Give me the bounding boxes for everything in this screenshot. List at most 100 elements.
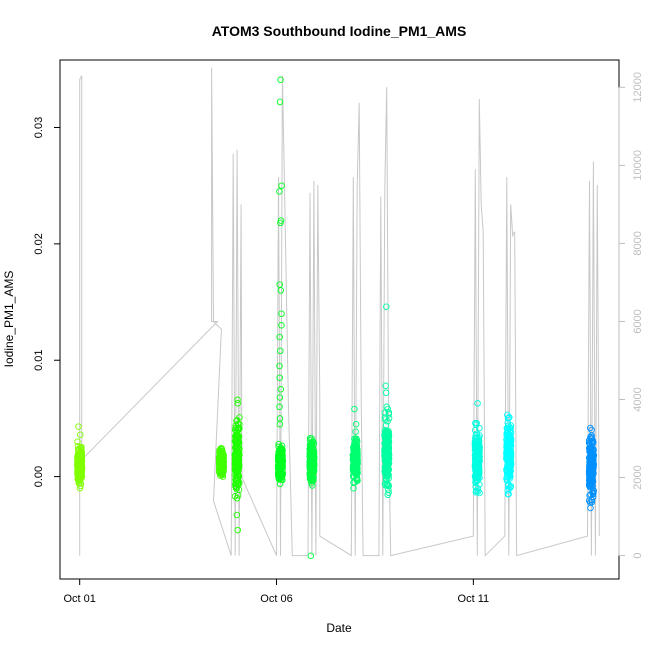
data-point: [234, 480, 242, 487]
data-point-outlier: [307, 552, 315, 559]
data-point-outlier: [588, 498, 596, 506]
y-axis-left: 0.00 0.01 0.02 0.03: [33, 117, 61, 487]
y2-tick-label: 10000: [632, 150, 644, 181]
data-point: [472, 467, 479, 475]
data-point: [588, 496, 595, 504]
data-point: [308, 442, 315, 450]
data-point: [309, 464, 317, 471]
data-point: [275, 457, 283, 465]
data-point: [472, 472, 479, 479]
data-point: [507, 459, 515, 467]
data-point: [475, 459, 483, 466]
data-point: [306, 453, 314, 460]
y-tick-label: 0.03: [33, 117, 45, 138]
data-point-outlier: [277, 76, 284, 84]
data-point: [382, 446, 389, 453]
y-axis-label: Iodine_PM1_AMS: [2, 271, 16, 368]
data-point: [586, 445, 593, 453]
data-point: [309, 453, 317, 460]
data-point-outlier: [276, 374, 283, 381]
data-point: [471, 438, 479, 446]
data-point-outlier: [384, 405, 391, 413]
data-point: [233, 468, 241, 476]
data-point: [473, 444, 480, 452]
data-point-outlier: [276, 394, 284, 401]
data-point: [472, 432, 479, 439]
y2-tick-label: 12000: [632, 72, 644, 103]
data-point: [385, 482, 393, 490]
data-point: [382, 422, 390, 429]
data-point: [216, 461, 223, 468]
data-point-outlier: [276, 333, 283, 341]
data-point: [74, 475, 81, 483]
plot-frame: [59, 59, 620, 580]
data-point: [588, 468, 596, 475]
x-axis-label: Date: [326, 621, 352, 635]
data-point: [586, 441, 594, 448]
line-series-layer: [79, 67, 600, 557]
data-point-outlier: [382, 382, 389, 390]
data-point: [353, 438, 361, 445]
data-point: [353, 474, 361, 481]
data-point-outlier: [382, 389, 390, 397]
data-point: [307, 473, 314, 480]
data-point: [217, 467, 225, 474]
data-point: [589, 451, 597, 458]
data-point: [278, 442, 286, 450]
point-cluster: [585, 424, 598, 512]
data-point-outlier: [504, 415, 512, 422]
data-point: [219, 449, 227, 457]
data-point: [503, 454, 511, 461]
y-tick-label: 0.00: [33, 466, 45, 487]
y2-tick-label: 8000: [632, 231, 644, 255]
point-cluster: [231, 396, 243, 534]
data-point: [473, 430, 481, 437]
point-cluster: [74, 423, 86, 492]
data-point: [350, 484, 357, 492]
data-point-outlier: [351, 405, 358, 413]
point-cluster: [215, 444, 227, 480]
data-point: [232, 425, 239, 432]
data-point-outlier: [276, 403, 283, 411]
data-point: [231, 493, 239, 500]
data-point-outlier: [278, 182, 285, 189]
data-point: [586, 437, 593, 444]
data-point: [231, 451, 239, 459]
data-point: [506, 435, 513, 442]
data-point: [74, 438, 81, 445]
data-point: [382, 462, 390, 470]
point-cluster: [274, 76, 287, 488]
data-point: [586, 475, 593, 482]
x-tick-label: Oct 06: [260, 593, 292, 605]
data-point: [385, 471, 392, 479]
data-point: [76, 452, 83, 460]
chart-title: ATOM3 Southbound Iodine_PM1_AMS: [212, 23, 467, 39]
data-point: [473, 476, 480, 483]
data-point: [77, 453, 84, 461]
data-point: [506, 467, 514, 475]
data-point: [383, 463, 391, 471]
point-cluster: [381, 303, 393, 499]
data-point: [384, 472, 392, 480]
data-point-outlier: [473, 419, 480, 427]
data-point: [236, 414, 243, 421]
data-point-outlier: [278, 322, 285, 329]
data-point-outlier: [276, 98, 284, 106]
data-point: [385, 432, 393, 439]
data-point: [475, 466, 483, 473]
data-point: [476, 489, 483, 497]
data-point: [351, 466, 359, 474]
data-point-outlier: [77, 431, 84, 438]
y2-tick-label: 2000: [632, 465, 644, 489]
point-cluster: [349, 405, 361, 492]
data-point-outlier: [234, 400, 242, 407]
point-cluster: [503, 411, 515, 498]
data-point: [232, 464, 240, 471]
data-point: [234, 473, 242, 480]
data-point-outlier: [234, 396, 241, 404]
data-point-outlier: [75, 423, 82, 430]
data-point: [586, 482, 593, 490]
data-point-outlier: [276, 420, 284, 428]
data-point: [507, 444, 514, 452]
